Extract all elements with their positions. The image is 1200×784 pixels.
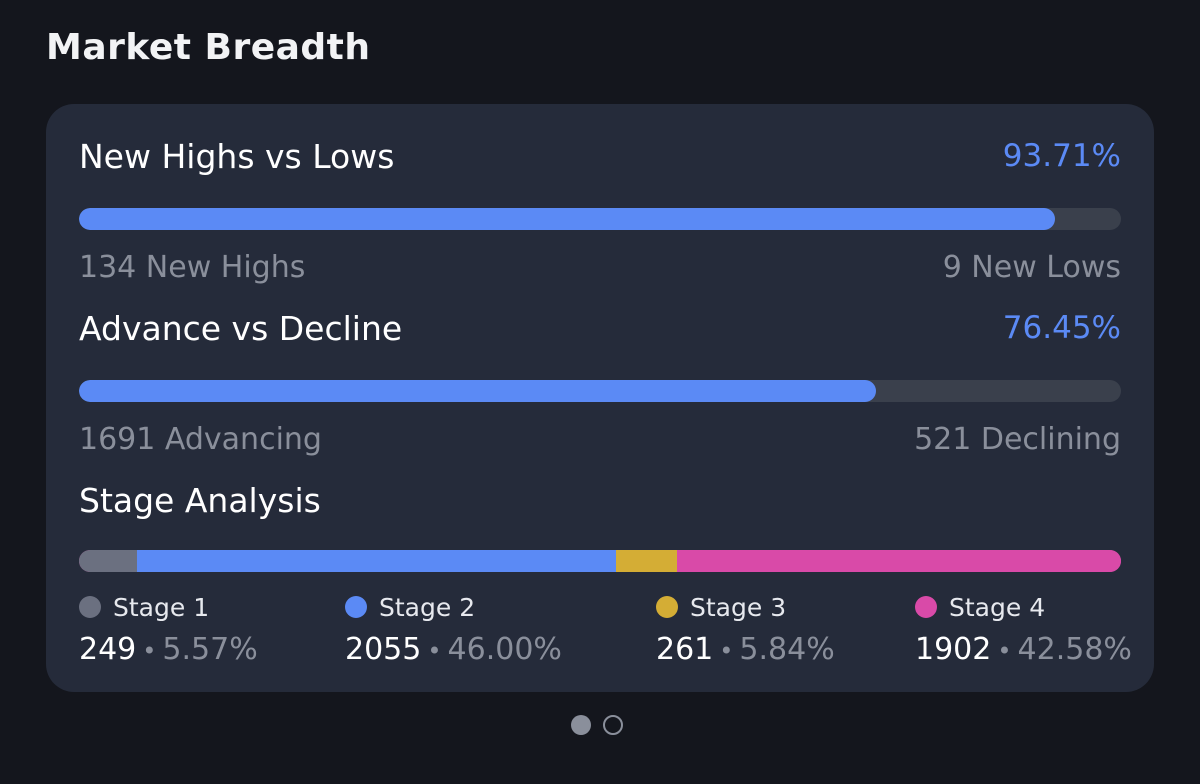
separator-dot: • [142,637,157,665]
stage-analysis-title: Stage Analysis [79,480,321,520]
advance-decline-section: Advance vs Decline 76.45% 1691 Advancing… [79,308,1121,460]
highs-lows-section: New Highs vs Lows 93.71% 134 New Highs 9… [79,136,1121,288]
stage-1-percent: 5.57% [162,632,258,667]
advance-decline-header: Advance vs Decline 76.45% [79,308,1121,348]
stage-1-dot-icon [79,596,101,618]
stage-3-count: 261 [656,632,714,667]
stage-3-dot-icon [656,596,678,618]
stage-4-dot-icon [915,596,937,618]
highs-lows-footer: 134 New Highs 9 New Lows [79,248,1121,288]
stage-3-legend-item: Stage 3 261 • 5.84% [656,592,835,670]
stage-3-percent: 5.84% [739,632,835,667]
stage-3-segment [616,550,678,572]
stage-1-legend-item: Stage 1 249 • 5.57% [79,592,258,670]
stage-4-name: Stage 4 [949,592,1046,622]
advance-decline-bar [79,380,1121,402]
highs-lows-percent: 93.71% [1002,138,1121,174]
declining-label: 521 Declining [914,422,1121,457]
stage-distribution-bar [79,550,1121,572]
stage-2-count: 2055 [345,632,422,667]
stage-4-legend-item: Stage 4 1902 • 42.58% [915,592,1132,670]
separator-dot: • [719,637,734,665]
stage-3-name: Stage 3 [690,592,787,622]
stage-1-segment [79,550,138,572]
stage-2-legend-item: Stage 2 2055 • 46.00% [345,592,562,670]
advance-decline-footer: 1691 Advancing 521 Declining [79,420,1121,460]
highs-lows-bar-fill [79,208,1056,230]
stage-2-name: Stage 2 [379,592,476,622]
stage-4-percent: 42.58% [1017,632,1132,667]
advance-decline-bar-fill [79,380,876,402]
page-dot-1[interactable] [571,715,591,735]
advance-decline-title: Advance vs Decline [79,308,403,348]
highs-lows-bar [79,208,1121,230]
market-breadth-card: New Highs vs Lows 93.71% 134 New Highs 9… [46,104,1154,692]
stage-analysis-header: Stage Analysis [79,480,1121,520]
page-indicator [571,715,623,735]
stage-1-count: 249 [79,632,137,667]
stage-analysis-section: Stage Analysis Stage 1 249 • 5.57% Stage 2 [79,480,1132,672]
page-dot-2[interactable] [603,715,623,735]
stage-2-dot-icon [345,596,367,618]
new-highs-label: 134 New Highs [79,250,306,285]
new-lows-label: 9 New Lows [942,250,1121,285]
stage-1-name: Stage 1 [113,592,210,622]
stage-2-percent: 46.00% [447,632,562,667]
page-title: Market Breadth [46,27,371,68]
highs-lows-header: New Highs vs Lows 93.71% [79,136,1121,176]
stage-legend: Stage 1 249 • 5.57% Stage 2 2055 • 46.00% [79,592,1132,672]
separator-dot: • [997,637,1012,665]
highs-lows-title: New Highs vs Lows [79,136,395,176]
advance-decline-percent: 76.45% [1002,310,1121,346]
stage-4-count: 1902 [915,632,992,667]
advancing-label: 1691 Advancing [79,422,322,457]
stage-2-segment [137,550,617,572]
stage-4-segment [677,550,1121,572]
separator-dot: • [427,637,442,665]
